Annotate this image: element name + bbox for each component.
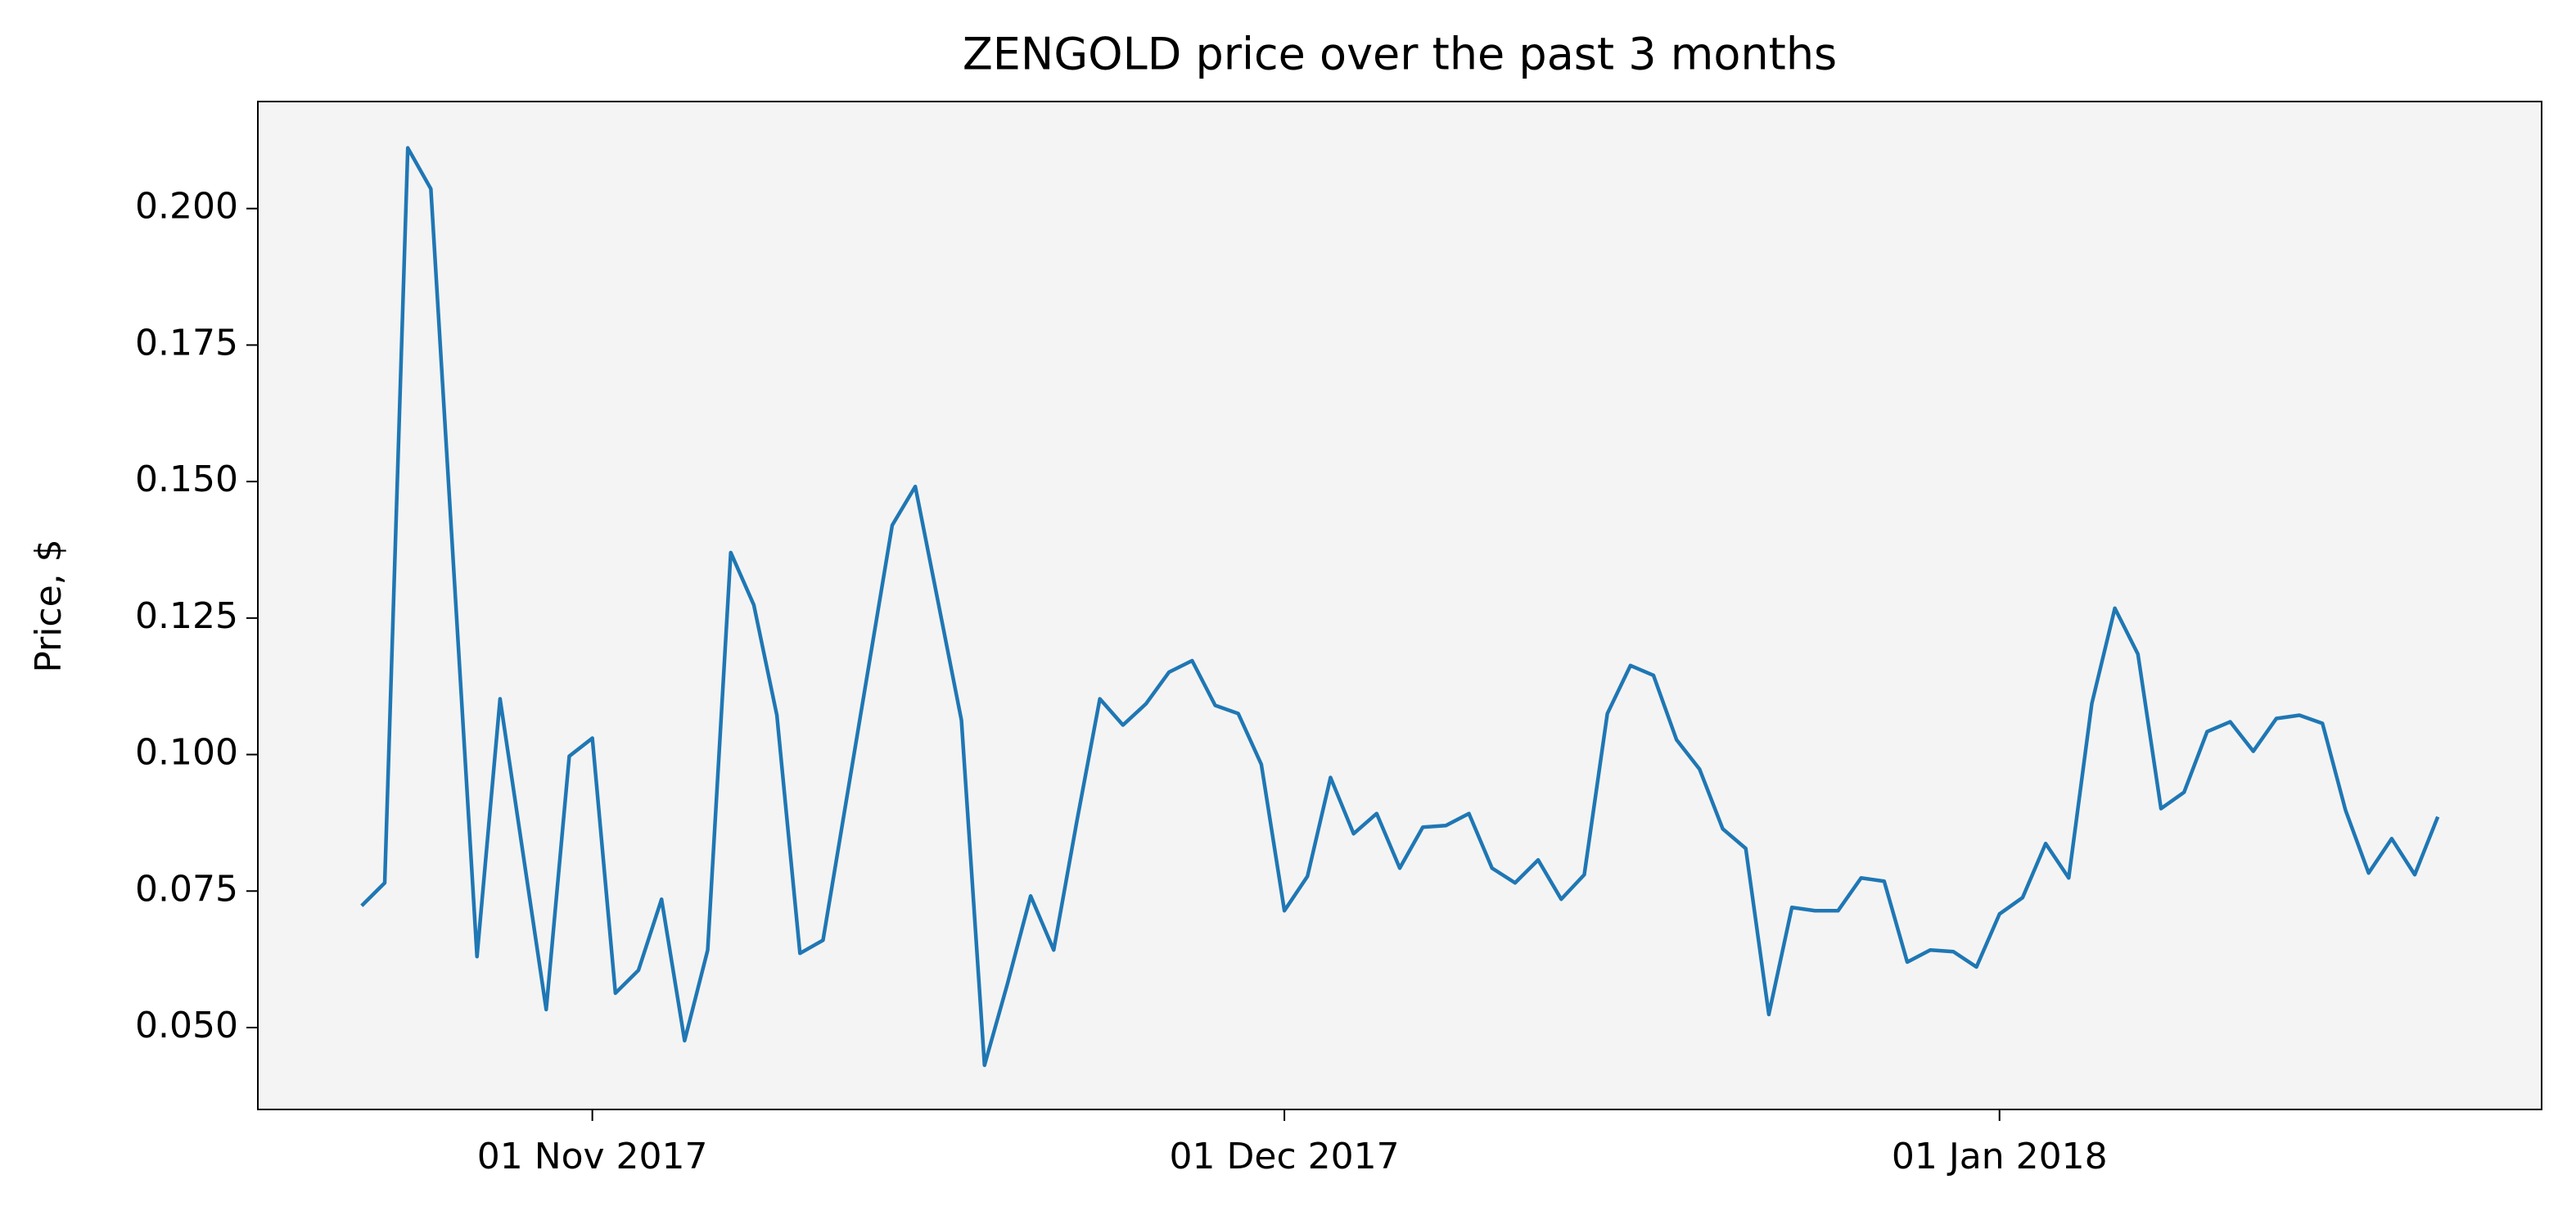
y-tick-label: 0.125: [135, 595, 238, 637]
y-tick-label: 0.175: [135, 322, 238, 364]
y-tick-label: 0.150: [135, 459, 238, 500]
x-tick-label: 01 Jan 2018: [1892, 1136, 2108, 1177]
y-axis-label: Price, $: [28, 539, 70, 672]
y-tick-label: 0.075: [135, 868, 238, 910]
y-tick-label: 0.050: [135, 1005, 238, 1046]
y-tick-label: 0.200: [135, 186, 238, 228]
price-line: [360, 146, 2440, 1068]
plot-area: [258, 102, 2542, 1109]
x-tick-label: 01 Dec 2017: [1170, 1136, 1400, 1177]
x-tick-label: 01 Nov 2017: [477, 1136, 708, 1177]
plot-frame: [257, 101, 2542, 1110]
y-tick-label: 0.100: [135, 732, 238, 774]
chart-title: ZENGOLD price over the past 3 months: [963, 29, 1837, 80]
